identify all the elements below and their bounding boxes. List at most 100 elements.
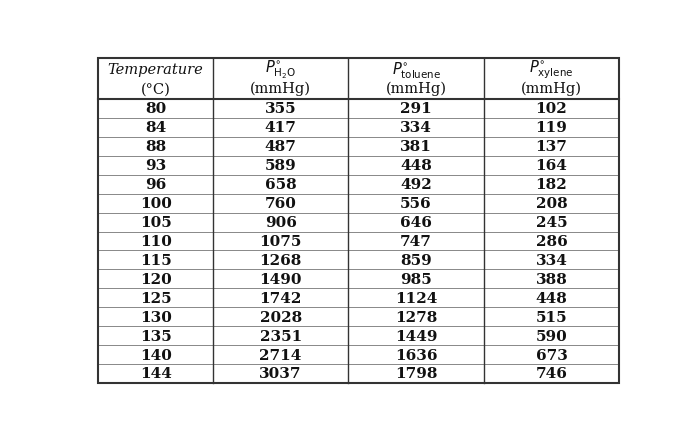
Bar	[213, 100, 349, 119]
Text: $P^{\circ}_{\mathrm{H_{2}O}}$: $P^{\circ}_{\mathrm{H_{2}O}}$	[265, 59, 296, 81]
Text: 1268: 1268	[260, 253, 302, 267]
Bar	[98, 289, 213, 307]
Bar	[98, 364, 213, 383]
Text: 140: 140	[140, 348, 172, 362]
Text: 859: 859	[400, 253, 432, 267]
Text: 747: 747	[400, 234, 432, 248]
Bar	[213, 194, 349, 213]
Text: 291: 291	[400, 102, 432, 116]
Text: 88: 88	[145, 140, 167, 154]
Text: 1636: 1636	[395, 348, 438, 362]
Text: 135: 135	[140, 329, 172, 343]
Bar	[484, 289, 619, 307]
Bar	[484, 326, 619, 345]
Text: 589: 589	[265, 159, 297, 173]
Text: 448: 448	[400, 159, 432, 173]
Text: 286: 286	[536, 234, 567, 248]
Text: (mmHg): (mmHg)	[250, 82, 311, 96]
Bar	[349, 345, 484, 364]
Bar	[213, 156, 349, 175]
Text: 448: 448	[536, 291, 568, 305]
Bar	[213, 138, 349, 156]
Bar	[98, 270, 213, 289]
Bar	[349, 364, 484, 383]
Bar	[349, 100, 484, 119]
Bar	[484, 138, 619, 156]
Text: 515: 515	[536, 310, 567, 324]
Bar	[98, 156, 213, 175]
Bar	[484, 119, 619, 138]
Text: 334: 334	[536, 253, 568, 267]
Bar	[213, 326, 349, 345]
Text: 102: 102	[536, 102, 567, 116]
Bar	[213, 175, 349, 194]
Bar	[98, 194, 213, 213]
Bar	[484, 213, 619, 232]
Bar	[213, 364, 349, 383]
Text: 137: 137	[536, 140, 568, 154]
Bar	[349, 270, 484, 289]
Bar	[484, 194, 619, 213]
Bar	[213, 270, 349, 289]
Text: 96: 96	[145, 178, 167, 192]
Bar	[484, 251, 619, 270]
Text: 334: 334	[400, 121, 432, 135]
Text: 2714: 2714	[260, 348, 302, 362]
Text: $P^{\circ}_{\mathrm{toluene}}$: $P^{\circ}_{\mathrm{toluene}}$	[391, 60, 440, 80]
Bar	[213, 307, 349, 326]
Text: 182: 182	[536, 178, 567, 192]
Text: 388: 388	[536, 272, 568, 286]
Text: (mmHg): (mmHg)	[521, 82, 582, 96]
Text: 906: 906	[265, 215, 297, 230]
Text: 115: 115	[140, 253, 172, 267]
Text: (mmHg): (mmHg)	[386, 82, 447, 96]
Text: 93: 93	[145, 159, 167, 173]
Text: 1742: 1742	[260, 291, 302, 305]
Bar	[349, 156, 484, 175]
Bar	[213, 251, 349, 270]
Text: 125: 125	[140, 291, 172, 305]
Text: 3037: 3037	[260, 367, 302, 381]
Text: 245: 245	[536, 215, 567, 230]
Bar	[484, 175, 619, 194]
Text: 355: 355	[265, 102, 296, 116]
Bar	[349, 251, 484, 270]
Text: 100: 100	[140, 197, 172, 211]
Bar	[349, 194, 484, 213]
Text: 760: 760	[265, 197, 297, 211]
Bar	[98, 119, 213, 138]
Text: 1798: 1798	[395, 367, 438, 381]
Text: 110: 110	[140, 234, 172, 248]
Bar	[484, 232, 619, 251]
Bar	[98, 175, 213, 194]
Text: 105: 105	[140, 215, 172, 230]
Bar	[484, 100, 619, 119]
Bar	[484, 156, 619, 175]
Text: (°C): (°C)	[141, 82, 171, 96]
Bar	[213, 232, 349, 251]
Bar	[98, 251, 213, 270]
Bar	[98, 307, 213, 326]
Text: 985: 985	[400, 272, 432, 286]
Text: 1075: 1075	[260, 234, 302, 248]
Bar	[213, 213, 349, 232]
Text: 590: 590	[536, 329, 567, 343]
Text: $P^{\circ}_{\mathrm{xylene}}$: $P^{\circ}_{\mathrm{xylene}}$	[529, 59, 574, 81]
Text: 646: 646	[400, 215, 432, 230]
Bar	[213, 289, 349, 307]
Text: 120: 120	[140, 272, 172, 286]
Text: 556: 556	[400, 197, 432, 211]
Bar	[349, 307, 484, 326]
Text: 208: 208	[536, 197, 567, 211]
Text: 164: 164	[536, 159, 568, 173]
Bar	[349, 289, 484, 307]
Bar	[484, 307, 619, 326]
Text: 119: 119	[536, 121, 568, 135]
Bar	[98, 326, 213, 345]
Text: 80: 80	[145, 102, 167, 116]
Text: 658: 658	[265, 178, 297, 192]
Bar	[349, 175, 484, 194]
Text: 84: 84	[145, 121, 167, 135]
Bar	[349, 138, 484, 156]
Text: 746: 746	[536, 367, 568, 381]
